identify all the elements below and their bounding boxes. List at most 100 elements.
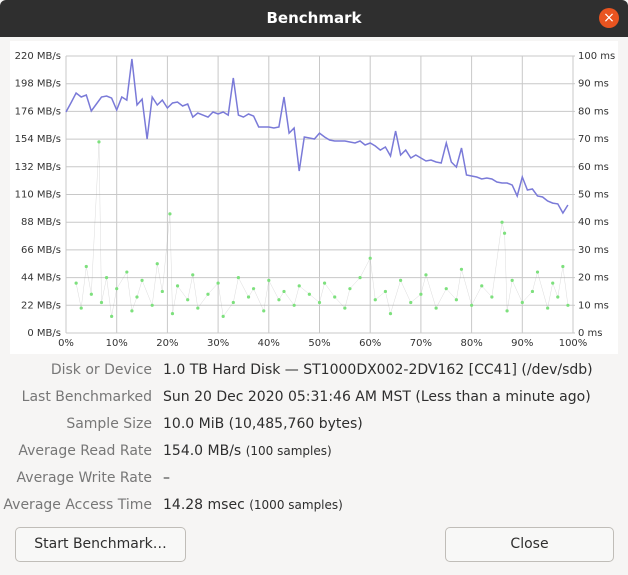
access-time-point: [307, 292, 311, 296]
access-time-point: [561, 264, 565, 269]
access-time-point: [566, 303, 570, 307]
access-time-point: [216, 281, 220, 285]
detail-value: 154.0 MB/s: [163, 443, 242, 459]
y2-tick-label: 60 ms: [578, 162, 609, 173]
detail-label: Average Read Rate: [18, 443, 152, 459]
access-time-point: [206, 292, 210, 296]
x-tick-label: 70%: [410, 338, 432, 349]
detail-value-group: 1.0 TB Hard Disk — ST1000DX002-2DV162 [C…: [163, 362, 593, 378]
y-tick-label: 198 MB/s: [15, 79, 61, 90]
access-time-point: [551, 281, 555, 285]
access-time-point: [409, 300, 413, 305]
access-time-point: [297, 284, 301, 288]
x-tick-label: 80%: [460, 338, 482, 349]
detail-value-group: 10.0 MiB (10,485,760 bytes): [163, 416, 363, 432]
access-time-point: [150, 303, 154, 307]
detail-label: Average Access Time: [3, 497, 152, 513]
y-tick-label: 22 MB/s: [21, 300, 61, 311]
access-time-point: [322, 281, 327, 285]
detail-label: Sample Size: [66, 416, 152, 432]
detail-value: 10.0 MiB (10,485,760 bytes): [163, 416, 363, 432]
access-time-point: [168, 212, 172, 216]
detail-note: (1000 samples): [249, 498, 343, 512]
y-tick-label: 154 MB/s: [15, 134, 61, 145]
access-time-point: [155, 262, 159, 266]
chart: 0 MB/s 22 MB/s 44 MB/s 66 MB/s 88 MB/s 110 MB…: [10, 41, 618, 354]
close-button[interactable]: Close: [445, 527, 614, 562]
access-time-point: [500, 220, 504, 224]
y2-tick-label: 90 ms: [578, 79, 609, 90]
access-time-point: [388, 312, 393, 316]
access-time-point: [191, 273, 195, 277]
y2-tick-label: 20 ms: [578, 273, 609, 284]
access-time-point: [262, 309, 266, 313]
access-time-point: [221, 314, 225, 318]
access-time-point: [348, 287, 352, 291]
y2-tick-label: 30 ms: [578, 245, 609, 256]
access-time-point: [368, 256, 372, 260]
y-tick-label: 0 MB/s: [27, 328, 61, 339]
y-tick-label: 132 MB/s: [15, 162, 61, 173]
access-time-point: [79, 306, 83, 310]
access-time-point: [231, 300, 235, 305]
access-time-point: [424, 273, 428, 277]
detail-label: Average Write Rate: [16, 470, 152, 486]
y-tick-label: 110 MB/s: [15, 190, 61, 201]
access-time-point: [373, 298, 377, 302]
access-time-point: [110, 314, 114, 318]
access-time-point: [419, 292, 423, 296]
y2-tick-label: 80 ms: [578, 106, 609, 117]
access-time-point: [480, 284, 484, 288]
y2-tick-label: 0 ms: [578, 328, 603, 339]
access-time-point: [236, 276, 240, 280]
detail-row: Average Write Rate –: [0, 470, 628, 492]
chart-background: [10, 41, 618, 354]
access-time-point: [130, 309, 134, 313]
access-time-point: [490, 295, 494, 299]
access-time-point: [135, 295, 139, 299]
x-tick-label: 50%: [308, 338, 330, 349]
detail-row: Disk or Device 1.0 TB Hard Disk — ST1000D…: [0, 362, 628, 384]
access-time-point: [505, 309, 509, 313]
y-tick-label: 66 MB/s: [21, 245, 61, 256]
access-time-point: [444, 287, 448, 291]
read-rate-line: [65, 58, 569, 215]
access-time-point: [510, 278, 514, 282]
x-tick-label: 40%: [258, 338, 280, 349]
detail-value: 14.28 msec: [163, 497, 245, 513]
detail-label: Disk or Device: [50, 362, 152, 378]
x-tick-label: 100%: [559, 338, 588, 349]
detail-label: Last Benchmarked: [21, 389, 152, 405]
start-benchmark-button[interactable]: Start Benchmark…: [15, 527, 186, 562]
y2-tick-label: 40 ms: [578, 217, 609, 228]
window-title: Benchmark: [266, 9, 362, 27]
access-time-point: [140, 278, 144, 282]
y-tick-label: 176 MB/s: [15, 106, 61, 117]
access-time-point: [383, 289, 388, 294]
access-time-point: [277, 298, 281, 302]
access-time-point: [97, 140, 101, 144]
y2-tick-label: 50 ms: [578, 190, 609, 201]
detail-row: Average Access Time 14.28 msec (1000 samp…: [0, 497, 628, 519]
x-tick-label: 60%: [359, 338, 381, 349]
detail-value: Sun 20 Dec 2020 05:31:46 AM MST (Less th…: [163, 389, 591, 405]
access-time-point: [556, 295, 560, 299]
access-time-point: [343, 306, 347, 310]
access-time-point: [454, 298, 458, 302]
x-tick-label: 90%: [511, 338, 533, 349]
access-time-point: [317, 300, 322, 305]
x-tick-label: 20%: [156, 338, 178, 349]
x-tick-label: 10%: [106, 338, 128, 349]
detail-value-group: –: [163, 470, 170, 486]
y-tick-label: 88 MB/s: [21, 217, 61, 228]
access-time-point: [358, 276, 362, 280]
access-time-point: [251, 287, 256, 291]
close-window-button[interactable]: ×: [599, 8, 619, 28]
access-time-point: [459, 267, 464, 271]
y-tick-label: 44 MB/s: [21, 273, 61, 284]
access-time-point: [84, 264, 88, 269]
access-time-point: [333, 295, 337, 299]
detail-value-group: 154.0 MB/s (100 samples): [163, 443, 332, 459]
access-time-point: [546, 306, 550, 310]
access-time-point: [399, 278, 403, 282]
